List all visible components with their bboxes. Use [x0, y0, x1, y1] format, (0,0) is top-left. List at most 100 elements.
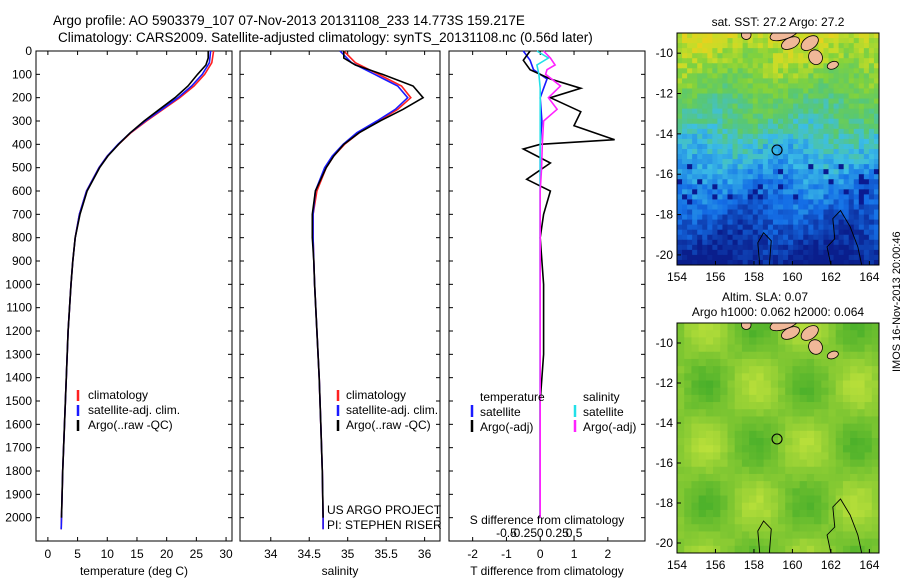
map-cell — [677, 164, 683, 170]
map-cell — [848, 164, 855, 170]
map-cell — [713, 452, 721, 461]
map-cell — [705, 466, 714, 475]
map-cell — [720, 409, 729, 418]
map-cell — [722, 209, 729, 216]
salinity-xlabel: salinity — [322, 564, 359, 578]
map-cell — [677, 123, 683, 130]
map-cell — [871, 466, 879, 475]
map-cell — [853, 38, 860, 44]
map-cell — [806, 387, 815, 396]
map-cell — [772, 83, 779, 90]
map-cell — [848, 143, 855, 150]
sdiff-tick-label: 0.5 — [566, 526, 583, 540]
map-cell — [813, 184, 819, 190]
map-cell — [818, 98, 825, 105]
map-cell — [727, 524, 736, 533]
map-cell — [813, 179, 819, 185]
map-cell — [720, 423, 729, 432]
map-cell — [727, 344, 736, 353]
map-cell — [792, 430, 801, 439]
map-cell — [698, 531, 707, 540]
map-cell — [698, 423, 707, 432]
map-cell — [863, 128, 870, 135]
map-cell — [823, 113, 830, 120]
map-cell — [720, 445, 729, 453]
map-cell — [848, 249, 855, 256]
map-cell — [727, 123, 734, 130]
map-cell — [684, 380, 693, 389]
map-cell — [833, 179, 840, 185]
map-cell — [691, 438, 700, 446]
map-cell — [741, 473, 750, 482]
map-cell — [823, 229, 830, 236]
map-cell — [722, 78, 729, 85]
map-cell — [853, 249, 860, 256]
map-cell — [864, 445, 873, 453]
map-cell — [741, 488, 750, 497]
sst-map-ytick-label: -12 — [656, 87, 674, 101]
map-cell — [772, 224, 779, 231]
differences-xtick-label: 0 — [537, 547, 544, 561]
map-cell — [737, 143, 744, 150]
map-cell — [772, 63, 779, 69]
map-cell — [687, 33, 693, 39]
map-cell — [763, 387, 772, 396]
map-cell — [752, 58, 759, 64]
map-cell — [799, 344, 808, 353]
map-cell — [707, 138, 713, 145]
map-cell — [698, 524, 707, 533]
depth-tick-label: 800 — [12, 231, 32, 245]
map-cell — [734, 337, 743, 346]
map-cell — [792, 452, 801, 461]
map-cell — [842, 495, 851, 504]
map-cell — [677, 531, 685, 540]
map-cell — [687, 209, 693, 216]
map-cell — [778, 48, 784, 54]
map-cell — [692, 189, 698, 195]
map-cell — [727, 184, 734, 190]
map-cell — [749, 416, 757, 425]
map-cell — [863, 33, 870, 39]
map-cell — [778, 524, 786, 533]
map-cell — [808, 169, 814, 175]
map-cell — [778, 351, 786, 360]
map-cell — [835, 394, 844, 403]
map-cell — [756, 459, 765, 468]
map-cell — [823, 98, 830, 105]
map-cell — [868, 214, 875, 221]
map-cell — [756, 366, 765, 374]
map-cell — [756, 416, 765, 425]
map-cell — [853, 194, 860, 201]
map-cell — [698, 509, 707, 518]
map-cell — [737, 73, 744, 79]
map-cell — [813, 199, 819, 206]
map-cell — [798, 108, 804, 115]
map-cell — [828, 481, 837, 489]
map-cell — [813, 33, 819, 39]
map-cell — [785, 344, 794, 353]
map-cell — [749, 502, 757, 511]
map-cell — [785, 545, 794, 553]
map-cell — [858, 234, 865, 241]
map-cell — [732, 224, 739, 231]
depth-tick-label: 1800 — [5, 464, 32, 478]
map-cell — [843, 239, 850, 246]
map-cell — [697, 53, 703, 59]
map-cell — [873, 184, 879, 190]
map-cell — [863, 209, 870, 216]
map-cell — [727, 337, 736, 346]
map-cell — [684, 481, 693, 489]
map-cell — [778, 179, 784, 185]
map-cell — [752, 164, 759, 170]
map-cell — [833, 68, 840, 74]
map-cell — [684, 351, 693, 360]
map-cell — [767, 108, 774, 115]
map-cell — [747, 209, 754, 216]
map-cell — [868, 98, 875, 105]
map-cell — [717, 194, 724, 201]
map-cell — [858, 33, 865, 39]
map-cell — [850, 517, 858, 525]
map-cell — [717, 83, 724, 90]
map-cell — [720, 509, 729, 518]
map-cell — [788, 138, 794, 145]
